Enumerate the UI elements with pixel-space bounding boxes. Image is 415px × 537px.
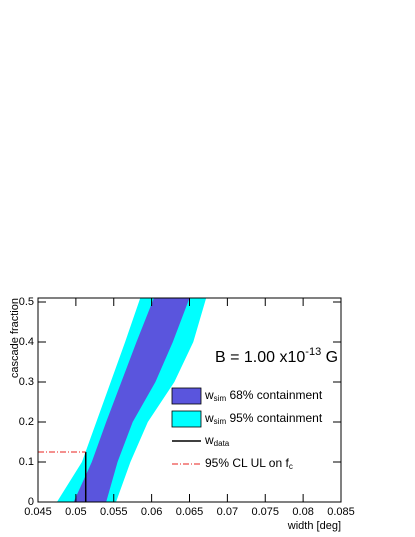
legend-label: wsim 95% containment [204, 411, 323, 426]
legend-main: w [204, 433, 214, 447]
y-tick-label: 0 [28, 496, 34, 508]
legend-main: w [204, 411, 214, 425]
x-tick-label: 0.055 [100, 506, 128, 518]
x-tick-label: 0.07 [217, 506, 238, 518]
x-tick-label: 0.065 [176, 506, 204, 518]
y-tick-label: 0.4 [19, 336, 34, 348]
annotation: B = 1.00 x10-13 G [215, 346, 338, 366]
x-tick-label: 0.075 [251, 506, 279, 518]
legend-rest: 68% containment [226, 388, 323, 402]
annotation-rest: G [321, 349, 338, 366]
legend-sub: sim [214, 417, 227, 426]
x-tick-label: 0.045 [24, 506, 52, 518]
x-tick-label: 0.08 [292, 506, 313, 518]
annotation-sup: -13 [305, 346, 321, 358]
legend-sub: c [289, 462, 293, 471]
legend-main: 95% CL UL on f [205, 456, 289, 470]
y-tick-label: 0.5 [19, 296, 34, 308]
x-tick-label: 0.085 [327, 506, 355, 518]
legend-label: wsim 68% containment [204, 388, 323, 403]
legend-sub: sim [214, 394, 227, 403]
legend-sub: data [214, 439, 230, 448]
legend-label: 95% CL UL on fc [205, 456, 293, 471]
band-area [73, 298, 190, 502]
legend-swatch [171, 387, 202, 405]
legend-swatch [171, 410, 202, 428]
legend-label: wdata [204, 433, 230, 448]
y-tick-label: 0.2 [19, 416, 34, 428]
legend-rest: 95% containment [226, 411, 323, 425]
x-tick-label: 0.05 [65, 506, 86, 518]
y-axis-title: cascade fraction [9, 298, 21, 378]
x-tick-label: 0.06 [141, 506, 162, 518]
x-axis-title: width [deg] [287, 520, 341, 532]
y-tick-label: 0.3 [19, 376, 34, 388]
annotation-main: B = 1.00 x10 [215, 349, 305, 366]
y-tick-label: 0.1 [19, 456, 34, 468]
legend-main: w [204, 388, 214, 402]
